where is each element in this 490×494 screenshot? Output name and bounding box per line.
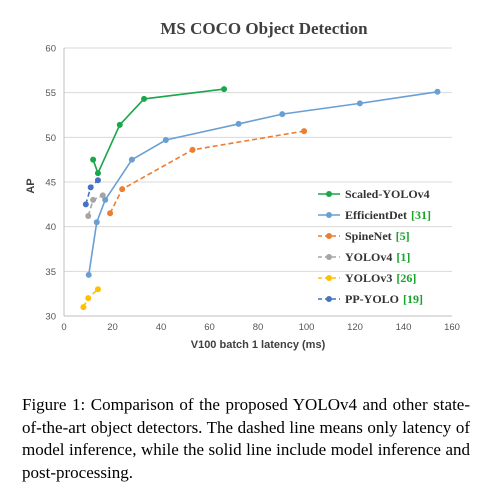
legend-citation-pp-yolo: [19] [403,292,423,306]
legend-citation-yolov4: [1] [396,250,410,264]
data-point-efficientdet [128,156,135,163]
chart-svg: MS COCO Object Detection 30 35 40 45 50 55 60 0 2… [25,19,460,351]
data-point-spinenet [119,186,126,193]
data-point-efficientdet [279,111,286,118]
x-tick-label: 120 [347,322,363,333]
x-tick-label: 0 [61,322,66,333]
data-point-efficientdet [162,137,169,144]
legend-swatch-marker-spinenet [326,233,332,239]
data-point-scaled-yolov4 [94,170,101,177]
y-tick-label: 30 [45,312,56,323]
data-point-scaled-yolov4 [116,121,123,128]
data-point-efficientdet [93,219,100,226]
legend-swatch-marker-yolov3 [326,275,332,281]
x-tick-label: 40 [156,322,167,333]
x-tick-label: 100 [299,322,315,333]
x-axis-label: V100 batch 1 latency (ms) [191,339,326,351]
chart-title: MS COCO Object Detection [160,19,368,38]
data-point-scaled-yolov4 [90,156,97,163]
legend-swatch-marker-pp-yolo [326,296,332,302]
legend-label-pp-yolo: PP-YOLO [345,292,399,306]
legend-label-yolov3: YOLOv3 [345,271,392,285]
data-point-yolov3 [94,286,101,293]
x-tick-label: 60 [204,322,215,333]
data-point-efficientdet [102,196,109,203]
legend-swatch-marker-efficientdet [326,212,332,218]
y-tick-label: 40 [45,222,56,233]
legend-citation-spinenet: [5] [396,229,410,243]
data-point-yolov3 [85,295,92,302]
x-tick-label: 160 [444,322,460,333]
series-line-efficientdet [87,90,438,276]
data-point-spinenet [301,128,308,135]
data-point-efficientdet [85,271,92,278]
x-tick-label: 20 [107,322,118,333]
data-point-yolov3 [80,304,87,311]
data-point-scaled-yolov4 [141,95,148,102]
y-tick-label: 50 [45,133,56,144]
legend-swatch-marker-scaled-yolov4 [326,191,332,197]
y-tick-label: 45 [45,178,56,189]
y-tick-label: 35 [45,267,56,278]
x-tick-label: 140 [396,322,412,333]
legend-label-yolov4: YOLOv4 [345,250,392,264]
legend-citation-efficientdet: [31] [411,208,431,222]
y-tick-label: 55 [45,88,56,99]
data-point-scaled-yolov4 [221,86,228,93]
data-point-efficientdet [235,120,242,127]
data-point-efficientdet [434,88,441,95]
y-tick-label: 60 [45,44,56,55]
figure-caption: Figure 1: Comparison of the proposed YOL… [22,395,470,482]
data-point-spinenet [107,210,114,217]
data-point-yolov4 [90,196,97,203]
chart: MS COCO Object Detection 30 35 40 45 50 55 60 0 2… [25,19,460,351]
legend-label-efficientdet: EfficientDet [345,208,407,222]
data-point-efficientdet [356,100,363,107]
data-point-pp-yolo [94,177,101,184]
data-point-pp-yolo [87,184,94,191]
legend-label-spinenet: SpineNet [345,229,392,243]
legend-label-scaled-yolov4: Scaled-YOLOv4 [345,187,430,201]
data-point-yolov4 [99,192,106,199]
legend-swatch-marker-yolov4 [326,254,332,260]
data-point-spinenet [189,146,196,153]
data-point-yolov4 [85,212,92,219]
legend-citation-yolov3: [26] [396,271,416,285]
y-axis-label: AP [25,178,37,193]
data-point-pp-yolo [82,201,89,208]
series-line-spinenet [109,130,305,214]
x-tick-label: 80 [253,322,264,333]
